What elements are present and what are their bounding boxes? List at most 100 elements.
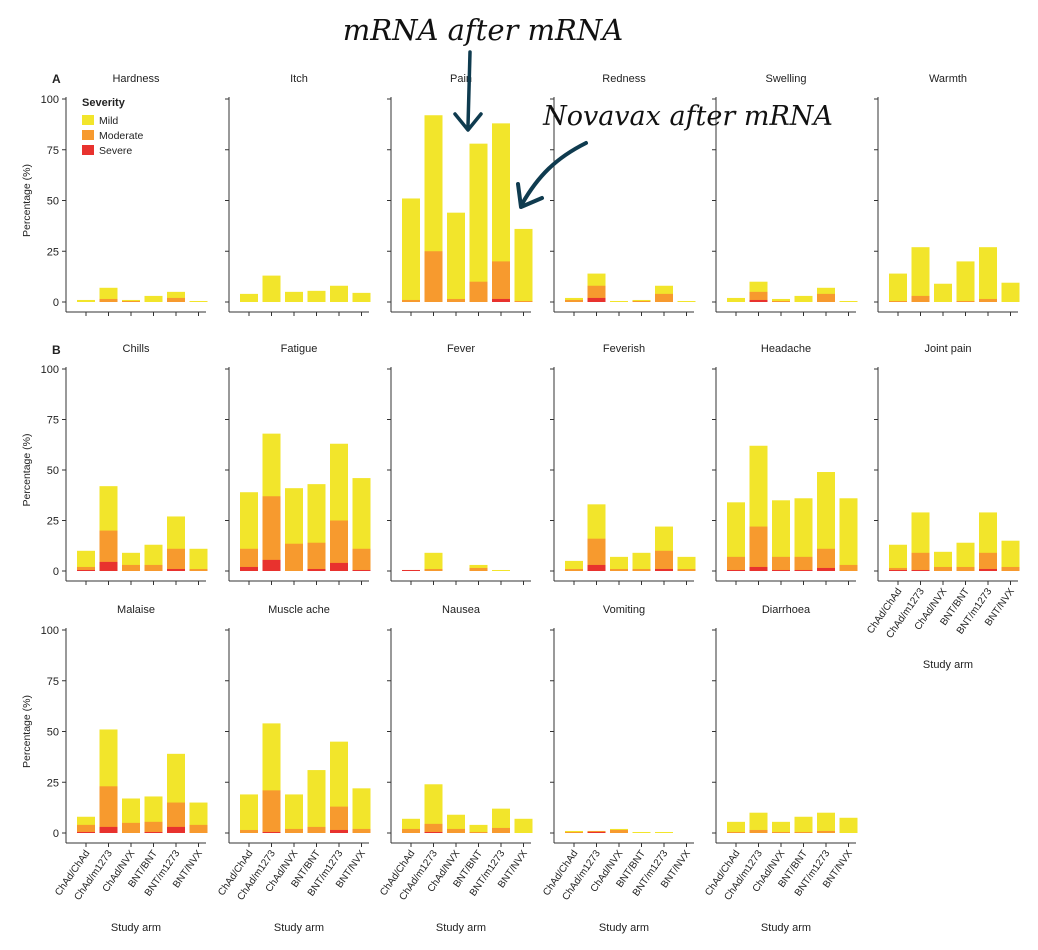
annotation-novavax-after-mrna: Novavax after mRNA <box>542 101 833 132</box>
bar-moderate-1 <box>889 567 907 571</box>
panel-title: Fatigue <box>281 343 318 355</box>
legend-swatch-mild <box>82 115 94 125</box>
bar-moderate-3 <box>285 828 303 833</box>
bar-moderate-5 <box>167 297 185 302</box>
bar-moderate-6 <box>352 828 371 833</box>
bar-mild-6 <box>839 300 858 302</box>
bar-moderate-5 <box>330 806 348 833</box>
bar-moderate-5 <box>817 293 835 302</box>
bar-severe-3 <box>772 569 790 571</box>
bar-severe-1 <box>77 831 95 833</box>
bar-moderate-5 <box>817 548 835 571</box>
bar-mild-3 <box>447 212 465 302</box>
bar-moderate-3 <box>122 822 140 833</box>
bar-moderate-4 <box>307 542 326 571</box>
bar-mild-6 <box>514 818 533 833</box>
bar-severe-2 <box>587 297 606 302</box>
bar-moderate-2 <box>587 538 606 571</box>
legend-label-severe: Severe <box>99 145 132 157</box>
bar-moderate-1 <box>240 548 258 571</box>
bar-moderate-6 <box>677 568 696 571</box>
bar-mild-3 <box>610 556 628 571</box>
bar-moderate-5 <box>492 261 510 302</box>
bar-moderate-3 <box>122 564 140 571</box>
bar-moderate-2 <box>749 829 768 833</box>
bar-mild-3 <box>934 283 952 302</box>
x-axis-label: Study arm <box>761 922 811 934</box>
bar-moderate-2 <box>749 526 768 571</box>
bar-moderate-5 <box>330 520 348 571</box>
panel-title: Swelling <box>766 73 807 85</box>
bar-moderate-5 <box>167 548 185 571</box>
bar-mild-1 <box>77 550 95 571</box>
arrow-down-head <box>453 112 483 132</box>
bar-mild-6 <box>352 788 371 833</box>
legend-label-mild: Mild <box>99 115 118 127</box>
bar-severe-2 <box>749 566 768 571</box>
bar-mild-4 <box>307 290 326 302</box>
bar-severe-1 <box>889 569 907 571</box>
bar-mild-6 <box>189 300 208 302</box>
bar-severe-4 <box>144 831 163 833</box>
y-tick-label: 0 <box>53 566 59 578</box>
bar-moderate-2 <box>99 298 118 302</box>
bar-moderate-2 <box>99 530 118 571</box>
bar-mild-1 <box>889 544 907 571</box>
bar-severe-2 <box>587 564 606 571</box>
arrow-down-shaft <box>466 50 472 128</box>
legend-label-moderate: Moderate <box>99 130 144 142</box>
bar-moderate-2 <box>262 790 281 833</box>
x-axis-label: Study arm <box>111 922 161 934</box>
bar-mild-4 <box>794 295 813 302</box>
bar-mild-4 <box>469 824 488 833</box>
bar-severe-5 <box>330 562 348 571</box>
bar-moderate-1 <box>402 828 420 833</box>
bar-moderate-3 <box>610 568 628 571</box>
bar-mild-1 <box>240 794 258 833</box>
arrow-curved-shaft <box>520 141 588 206</box>
bar-mild-1 <box>727 297 745 302</box>
bar-severe-4 <box>307 568 326 571</box>
bar-moderate-3 <box>772 556 790 571</box>
bar-severe-5 <box>655 568 673 571</box>
arrow-curved-head <box>516 182 544 209</box>
bar-moderate-2 <box>911 552 930 571</box>
bar-moderate-2 <box>99 786 118 833</box>
x-axis-label: Study arm <box>274 922 324 934</box>
bar-mild-3 <box>285 794 303 833</box>
bar-severe-5 <box>492 298 510 302</box>
bar-moderate-1 <box>77 824 95 833</box>
bar-severe-5 <box>330 829 348 833</box>
bar-moderate-4 <box>632 568 651 571</box>
panel-title: Chills <box>123 343 150 355</box>
bar-mild-2 <box>99 287 118 302</box>
bar-mild-4 <box>144 544 163 571</box>
panel-letter-a: A <box>52 72 61 86</box>
bar-mild-3 <box>610 300 628 302</box>
bar-moderate-4 <box>469 831 488 833</box>
legend-swatch-severe <box>82 145 94 155</box>
bar-moderate-1 <box>727 556 745 571</box>
bar-moderate-4 <box>144 821 163 833</box>
y-tick-label: 75 <box>47 145 59 157</box>
bar-mild-4 <box>956 261 975 302</box>
bar-moderate-4 <box>469 281 488 302</box>
y-tick-label: 25 <box>47 516 59 528</box>
bar-moderate-1 <box>889 300 907 302</box>
bar-mild-3 <box>772 821 790 833</box>
bar-mild-6 <box>677 556 696 571</box>
bar-mild-5 <box>979 247 997 302</box>
y-tick-label: 25 <box>47 246 59 258</box>
bar-mild-6 <box>189 548 208 571</box>
bar-moderate-3 <box>610 829 628 833</box>
bar-moderate-3 <box>447 298 465 302</box>
bar-mild-6 <box>839 498 858 571</box>
y-axis-label: Percentage (%) <box>21 695 33 768</box>
bar-mild-1 <box>240 293 258 302</box>
bar-mild-4 <box>956 542 975 571</box>
panel-title: Diarrhoea <box>762 604 811 616</box>
bar-moderate-2 <box>424 823 443 833</box>
bar-mild-4 <box>794 498 813 571</box>
y-tick-label: 75 <box>47 676 59 688</box>
bar-moderate-3 <box>772 300 790 302</box>
